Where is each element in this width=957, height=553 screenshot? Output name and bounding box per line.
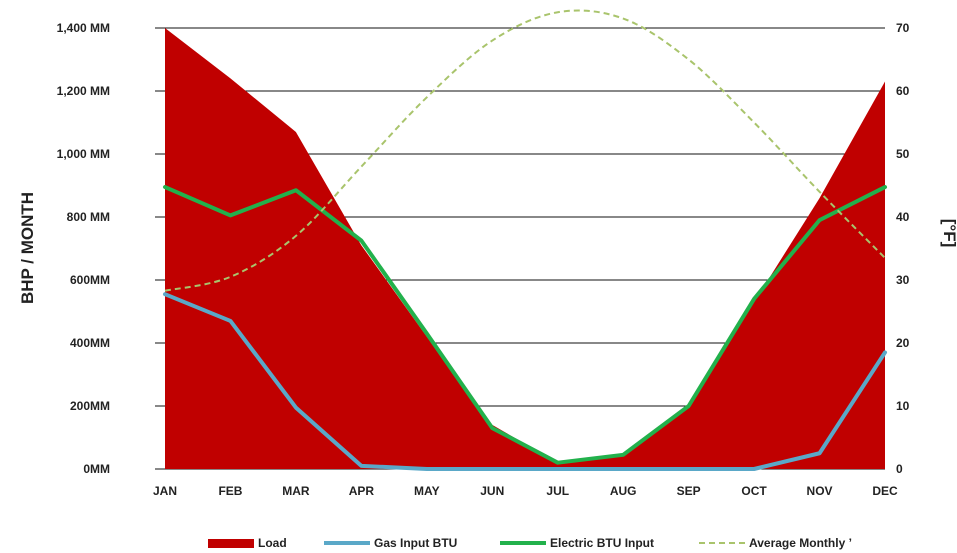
y-left-tick-label: 800 MM — [67, 210, 110, 224]
y-axis-left-label: BHP / MONTH — [18, 192, 37, 304]
legend-swatch-load — [208, 539, 254, 548]
y-left-tick-label: 200MM — [70, 399, 110, 413]
series-average-monthly-line — [164, 9, 886, 292]
x-tick-label-mar: MAR — [282, 484, 310, 498]
y-axis-right-label: [°F] — [940, 219, 957, 248]
area-layer — [165, 28, 885, 469]
right-axis-ticks: 0 10 20 30 40 50 60 70 — [896, 21, 910, 476]
series-load-area — [165, 28, 885, 469]
legend: Load Gas Input BTU Electric BTU Input Avera… — [208, 536, 852, 550]
y-right-tick-label: 70 — [896, 21, 910, 35]
legend-label-electric-btu-input: Electric BTU Input — [550, 536, 654, 550]
y-left-tick-label: 400MM — [70, 336, 110, 350]
x-tick-label-oct: OCT — [741, 484, 767, 498]
left-axis-ticks: 0MM 200MM 400MM 600MM 800 MM 1,000 MM 1,200 MM… — [57, 21, 110, 476]
y-left-tick-label: 1,200 MM — [57, 84, 110, 98]
legend-label-average-monthly: Average Monthly ’ — [749, 536, 852, 550]
series-electric-btu-input-line — [163, 185, 887, 465]
x-tick-label-nov: NOV — [807, 484, 833, 498]
x-tick-label-dec: DEC — [872, 484, 898, 498]
x-tick-label-jan: JAN — [153, 484, 177, 498]
x-tick-label-feb: FEB — [218, 484, 242, 498]
x-tick-label-apr: APR — [349, 484, 375, 498]
legend-label-load: Load — [258, 536, 287, 550]
x-tick-label-jun: JUN — [480, 484, 504, 498]
legend-label-gas-input-btu: Gas Input BTU — [374, 536, 457, 550]
y-right-tick-label: 40 — [896, 210, 910, 224]
y-right-tick-label: 50 — [896, 147, 910, 161]
y-right-tick-label: 30 — [896, 273, 910, 287]
y-right-tick-label: 10 — [896, 399, 910, 413]
x-axis-ticks: JAN FEB MAR APR MAY JUN JUL AUG SEP OCT NOV DEC — [153, 484, 898, 498]
y-right-tick-label: 60 — [896, 84, 910, 98]
y-left-tick-label: 1,000 MM — [57, 147, 110, 161]
y-left-tick-label: 0MM — [83, 462, 110, 476]
y-right-tick-label: 0 — [896, 462, 903, 476]
line-layer — [163, 9, 887, 471]
series-gas-input-btu-line — [163, 292, 887, 471]
x-tick-label-aug: AUG — [610, 484, 637, 498]
y-left-tick-label: 1,400 MM — [57, 21, 110, 35]
y-right-tick-label: 20 — [896, 336, 910, 350]
y-left-tick-label: 600MM — [70, 273, 110, 287]
x-tick-label-may: MAY — [414, 484, 440, 498]
x-tick-label-sep: SEP — [677, 484, 701, 498]
x-tick-label-jul: JUL — [546, 484, 569, 498]
